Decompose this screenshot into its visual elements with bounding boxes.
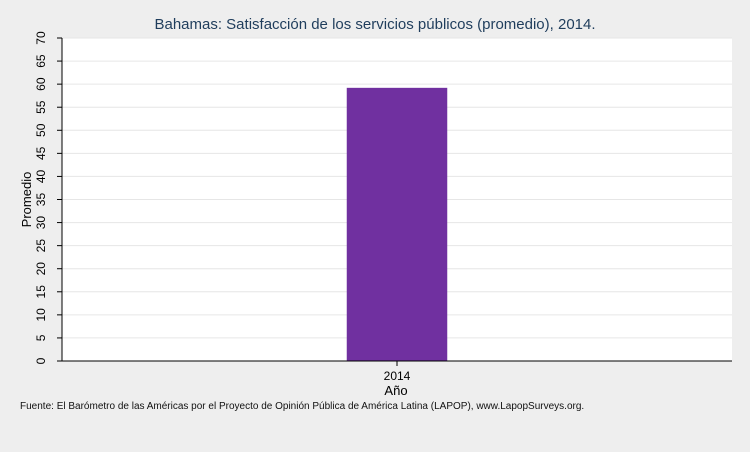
y-axis-label: Promedio bbox=[19, 172, 34, 228]
bar-series bbox=[346, 87, 448, 361]
y-tick-label: 10 bbox=[34, 308, 48, 322]
chart-title: Bahamas: Satisfacción de los servicios p… bbox=[154, 16, 596, 33]
y-tick-label: 5 bbox=[34, 334, 48, 341]
y-tick-label: 50 bbox=[34, 123, 48, 137]
y-tick-label: 40 bbox=[34, 169, 48, 183]
y-tick-label: 30 bbox=[34, 216, 48, 230]
x-tick-label: 2014 bbox=[384, 369, 411, 383]
y-tick-label: 15 bbox=[34, 285, 48, 299]
y-tick-label: 0 bbox=[34, 357, 48, 364]
y-axis-ticks: 0 5 10 15 20 25 30 35 40 45 50 55 60 65 70 bbox=[34, 31, 62, 364]
source-note: Fuente: El Barómetro de las Américas por… bbox=[20, 401, 585, 412]
y-tick-label: 70 bbox=[34, 31, 48, 45]
y-tick-label: 55 bbox=[34, 100, 48, 114]
y-tick-label: 20 bbox=[34, 262, 48, 276]
y-tick-label: 65 bbox=[34, 54, 48, 68]
y-tick-label: 60 bbox=[34, 77, 48, 91]
x-axis-ticks: 2014 bbox=[384, 361, 411, 383]
y-tick-label: 45 bbox=[34, 146, 48, 160]
y-tick-label: 35 bbox=[34, 193, 48, 207]
bar bbox=[346, 87, 448, 361]
y-tick-label: 25 bbox=[34, 239, 48, 253]
x-axis-label: Año bbox=[384, 383, 407, 398]
